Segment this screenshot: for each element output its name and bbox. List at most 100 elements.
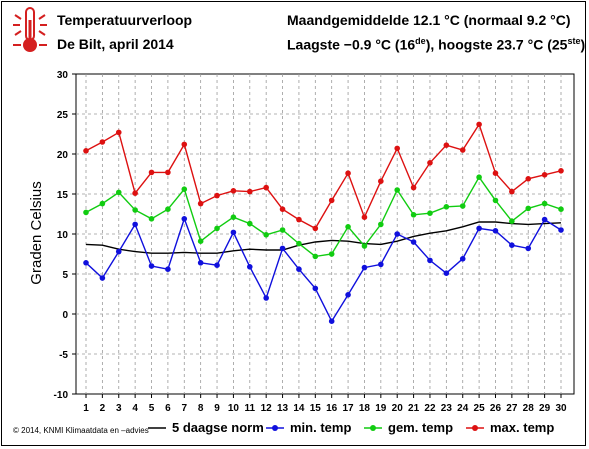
data-point-min-temp <box>296 266 302 273</box>
data-point-gem-temp <box>394 187 401 193</box>
data-point-gem-temp <box>345 224 351 230</box>
legend-marker-min-temp <box>272 425 278 431</box>
y-tick-label: 25 <box>57 110 69 121</box>
data-point-gem-temp <box>181 186 188 192</box>
data-point-max-temp <box>443 142 450 148</box>
data-point-gem-temp <box>132 207 138 213</box>
data-point-min-temp <box>165 266 171 273</box>
legend-label-max-temp: max. temp <box>490 420 554 435</box>
data-point-max-temp <box>312 225 319 232</box>
data-point-max-temp <box>525 176 532 182</box>
data-point-min-temp <box>378 261 384 268</box>
data-point-max-temp <box>83 148 89 154</box>
data-point-max-temp <box>296 216 302 223</box>
extremes-lowest: Laagste −0.9 °C (16 <box>287 36 416 53</box>
y-tick-label: 10 <box>57 230 69 241</box>
data-point-max-temp <box>132 190 138 196</box>
data-point-max-temp <box>427 160 433 166</box>
x-tick-label: 21 <box>408 403 420 414</box>
extremes-highest: ), hoogste 23.7 °C (25 <box>425 36 568 53</box>
data-point-gem-temp <box>148 216 155 222</box>
data-point-min-temp <box>345 292 351 298</box>
data-point-gem-temp <box>476 174 482 180</box>
chart-title: Temperatuurverloop <box>57 12 193 28</box>
data-point-max-temp <box>148 169 155 176</box>
data-point-gem-temp <box>99 200 106 207</box>
data-point-max-temp <box>345 170 351 176</box>
x-tick-label: 10 <box>228 403 240 414</box>
data-point-gem-temp <box>328 251 335 257</box>
x-tick-label: 18 <box>359 403 371 414</box>
data-point-min-temp <box>459 255 466 262</box>
data-point-gem-temp <box>246 220 253 227</box>
data-point-max-temp <box>279 206 286 212</box>
x-tick-label: 23 <box>441 403 453 414</box>
data-point-min-temp <box>558 227 564 233</box>
chart-subtitle: De Bilt, april 2014 <box>57 36 174 52</box>
data-point-gem-temp <box>361 243 368 249</box>
data-point-max-temp <box>361 214 368 220</box>
data-point-min-temp <box>214 262 220 269</box>
y-tick-label: 5 <box>62 270 68 281</box>
x-tick-label: 20 <box>392 403 404 414</box>
extremes-lowest-suffix: de <box>415 36 426 46</box>
data-point-gem-temp <box>525 205 532 212</box>
data-point-max-temp <box>410 184 417 191</box>
data-point-gem-temp <box>378 221 384 228</box>
x-tick-label: 11 <box>245 403 256 414</box>
data-point-min-temp <box>541 216 548 223</box>
data-point-min-temp <box>361 264 368 271</box>
x-tick-label: 16 <box>326 403 338 414</box>
x-tick-label: 15 <box>310 403 322 414</box>
data-point-min-temp <box>427 257 433 264</box>
data-point-max-temp <box>476 121 482 128</box>
x-tick-label: 27 <box>506 403 518 414</box>
x-tick-label: 26 <box>490 403 502 414</box>
data-point-max-temp <box>328 197 335 204</box>
data-point-gem-temp <box>83 209 89 216</box>
data-point-gem-temp <box>230 214 237 220</box>
data-point-min-temp <box>410 239 417 245</box>
x-tick-label: 7 <box>181 403 187 414</box>
data-point-max-temp <box>459 147 466 153</box>
data-point-gem-temp <box>263 232 269 238</box>
data-point-min-temp <box>83 260 89 266</box>
x-tick-label: 14 <box>293 403 305 414</box>
data-point-min-temp <box>394 231 401 237</box>
data-point-max-temp <box>99 139 106 145</box>
data-point-max-temp <box>263 184 269 191</box>
y-axis-label: Graden Celsius <box>28 181 45 284</box>
data-point-min-temp <box>263 295 269 301</box>
x-tick-label: 22 <box>424 403 436 414</box>
data-point-gem-temp <box>296 240 302 247</box>
data-point-gem-temp <box>165 206 171 212</box>
data-point-gem-temp <box>509 218 515 224</box>
legend-label-min-temp: min. temp <box>290 420 351 435</box>
x-tick-label: 2 <box>100 403 106 414</box>
data-point-gem-temp <box>541 200 548 207</box>
y-tick-label: 20 <box>57 150 69 161</box>
data-point-max-temp <box>230 188 237 194</box>
x-tick-label: 28 <box>523 403 535 414</box>
data-point-gem-temp <box>492 197 499 204</box>
data-point-gem-temp <box>443 204 450 210</box>
data-point-min-temp <box>99 275 106 281</box>
x-tick-label: 30 <box>555 403 567 414</box>
extremes-highest-suffix: ste <box>567 36 581 46</box>
data-point-min-temp <box>279 245 286 252</box>
x-tick-label: 1 <box>83 403 89 414</box>
data-point-gem-temp <box>312 253 319 260</box>
data-point-max-temp <box>558 168 564 174</box>
x-tick-label: 19 <box>375 403 387 414</box>
x-tick-label: 8 <box>198 403 204 414</box>
series-line-5-daagse-norm <box>85 221 562 254</box>
data-point-max-temp <box>492 170 499 176</box>
data-point-max-temp <box>197 200 204 207</box>
legend-marker-max-temp <box>472 425 478 431</box>
y-tick-label: 15 <box>57 190 69 201</box>
data-point-max-temp <box>509 188 515 195</box>
data-point-min-temp <box>312 285 319 292</box>
data-point-gem-temp <box>427 210 433 216</box>
data-point-gem-temp <box>214 225 220 232</box>
